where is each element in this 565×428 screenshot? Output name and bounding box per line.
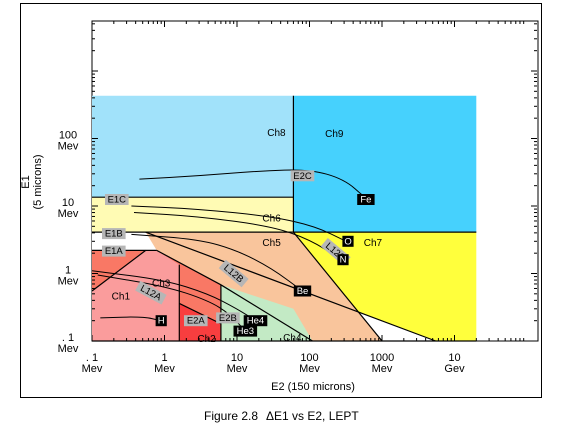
y-tick-label-1: 1	[65, 265, 71, 277]
region-label-ch6: Ch6	[262, 213, 281, 224]
boundary-l12a-diagonal	[91, 249, 147, 292]
svg-text:O: O	[344, 236, 351, 247]
x-tick-label-5: 10	[448, 352, 460, 364]
tag-e2c: E2C	[290, 170, 315, 182]
track-he4	[91, 270, 256, 322]
track-o	[131, 205, 347, 242]
region-ch9	[293, 95, 477, 233]
svg-text:H: H	[158, 316, 165, 327]
x-tick-unit-0: Mev	[82, 363, 103, 375]
svg-text:E1C: E1C	[108, 195, 127, 206]
svg-text:Fe: Fe	[360, 195, 371, 206]
caption-figure-number: Figure 2.8	[204, 409, 259, 423]
tag-e1c: E1C	[105, 194, 129, 206]
y-tick-label-0: . 1	[62, 332, 74, 344]
svg-text:E2B: E2B	[219, 313, 237, 324]
tag-e2b: E2B	[216, 312, 240, 324]
y-tick-label-3: 100	[59, 130, 77, 142]
x-tick-unit-5: Gev	[444, 363, 465, 375]
svg-text:Be: Be	[297, 286, 309, 297]
tag-e2a: E2A	[184, 315, 208, 327]
svg-text:E1A: E1A	[105, 246, 124, 257]
boundary-l12b-diagonal	[156, 249, 222, 286]
y-tick-unit-3: Mev	[58, 141, 79, 153]
x-tick-label-4: 1000	[370, 352, 394, 364]
x-tick-unit-2: Mev	[227, 363, 248, 375]
y-axis-title-line2: (5 microns)	[32, 154, 44, 209]
track-fe	[139, 169, 367, 199]
y-axis-title-line1: E1	[21, 175, 32, 188]
tag-e1b: E1B	[102, 228, 126, 240]
y-tick-label-2: 10	[62, 197, 74, 209]
tag-n: N	[337, 254, 349, 266]
tag-be: Be	[293, 285, 312, 297]
y-tick-unit-2: Mev	[58, 208, 79, 220]
boundary-ch2-top	[179, 302, 222, 325]
region-label-ch8: Ch8	[267, 128, 286, 139]
tag-o: O	[342, 235, 354, 247]
svg-text:He3: He3	[237, 326, 254, 337]
x-axis-title: E2 (150 microns)	[271, 381, 355, 393]
region-label-ch4: Ch4	[283, 333, 302, 344]
x-tick-label-1: 1	[161, 352, 167, 364]
boundary-l12c-diagonal	[292, 231, 383, 342]
region-ch5	[145, 232, 382, 341]
tag-he3: He3	[233, 325, 258, 337]
y-tick-unit-0: Mev	[58, 343, 79, 355]
boundary-l12b-lower	[220, 284, 313, 342]
tag-he4: He4	[243, 315, 268, 327]
y-tick-unit-1: Mev	[58, 276, 79, 288]
region-ch6	[92, 197, 294, 233]
track-be	[131, 233, 303, 292]
tag-e1a: E1A	[102, 245, 126, 257]
region-label-ch9: Ch9	[325, 129, 344, 140]
caption-title: ΔE1 vs E2, LEPT	[266, 409, 359, 423]
svg-text:E1B: E1B	[105, 229, 123, 240]
region-ch8	[92, 95, 294, 198]
region-label-ch1: Ch1	[112, 292, 131, 303]
boundary-ch7-diagonal	[145, 231, 436, 342]
region-label-ch7: Ch7	[364, 238, 383, 249]
region-label-ch2: Ch2	[197, 334, 216, 345]
region-label-ch5: Ch5	[262, 238, 281, 249]
x-tick-unit-3: Mev	[299, 363, 320, 375]
svg-text:He4: He4	[247, 316, 264, 327]
figure-frame: . 1 Mev 1 Mev 10 Mev 100 Mev 1000 Mev 10 Gev. 1 Mev 1…	[20, 3, 542, 398]
x-tick-unit-1: Mev	[154, 363, 175, 375]
x-tick-unit-4: Mev	[372, 363, 393, 375]
svg-text:N: N	[340, 255, 347, 266]
track-h	[100, 316, 162, 322]
svg-text:E2C: E2C	[293, 171, 312, 182]
region-label-ch3: Ch3	[152, 279, 171, 290]
tag-h: H	[155, 315, 167, 327]
svg-text:E2A: E2A	[187, 316, 206, 327]
x-tick-label-2: 10	[231, 352, 243, 364]
track-n	[133, 212, 343, 261]
x-tick-label-0: . 1	[86, 352, 98, 364]
x-tick-label-3: 100	[300, 352, 318, 364]
tag-fe: Fe	[357, 194, 375, 206]
